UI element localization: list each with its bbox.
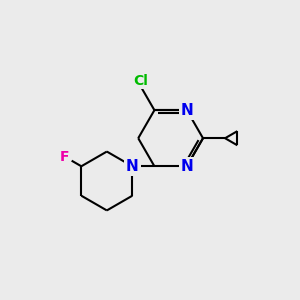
- Text: Cl: Cl: [134, 74, 148, 88]
- Text: N: N: [126, 159, 139, 174]
- Text: N: N: [180, 103, 193, 118]
- Text: N: N: [180, 159, 193, 174]
- Text: F: F: [60, 150, 70, 164]
